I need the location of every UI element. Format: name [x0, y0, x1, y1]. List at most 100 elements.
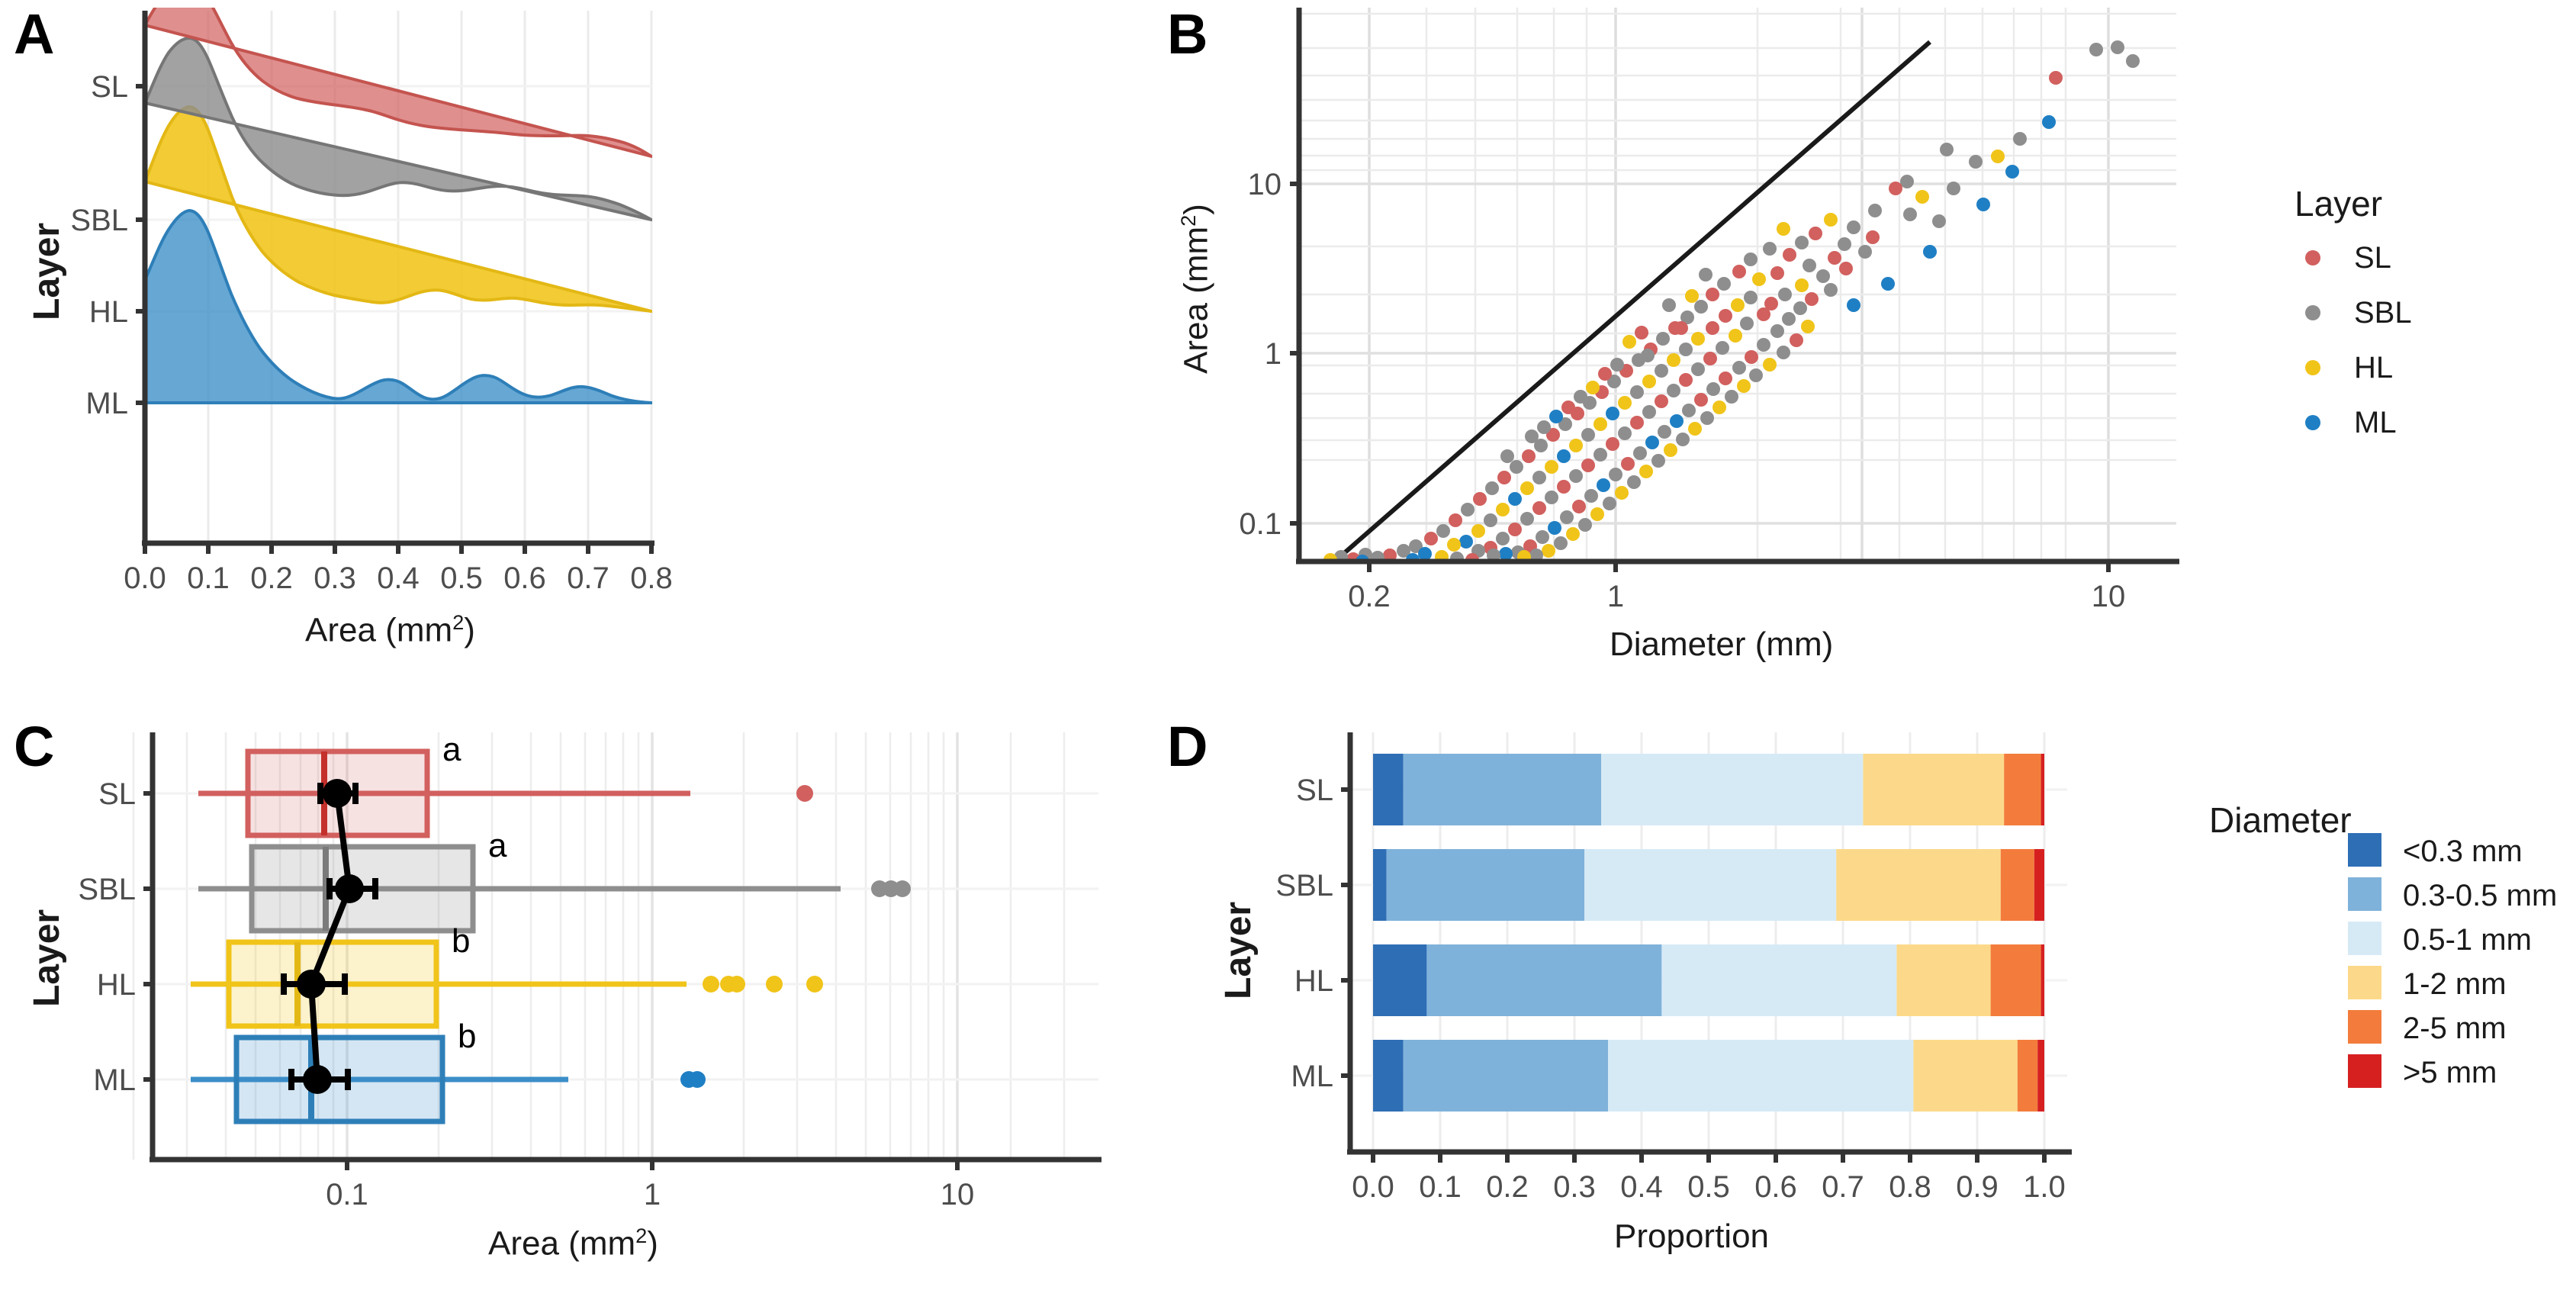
panel-c-x-axis-title-main: Area (mm — [488, 1224, 636, 1263]
panel-d-legend-label-03-05[interactable]: 0.3-0.5 mm — [2403, 879, 2558, 912]
panel-c: C — [0, 671, 1144, 1303]
panel-c-x-axis-title: Area (mm2) — [488, 1224, 658, 1263]
panel-b-legend-dot-hl — [2305, 360, 2320, 375]
panel-a-xtick-3: 0.3 — [314, 561, 356, 595]
panel-d-ytick-sbl: SBL — [1275, 869, 1333, 902]
panel-a-ytick-hl: HL — [88, 295, 128, 329]
panel-a-xtick-4: 0.4 — [377, 561, 420, 595]
panel-a-x-axis-title-tail: ) — [464, 611, 475, 649]
panel-b-legend-label-ml[interactable]: ML — [2354, 406, 2397, 439]
panel-d-bar-sl — [1373, 754, 2044, 825]
panel-d-xtick-7: 0.7 — [1822, 1170, 1864, 1204]
panel-c-xtick-1: 1 — [643, 1178, 661, 1211]
panel-c-xtick-0p1: 0.1 — [326, 1178, 368, 1211]
panel-d-xtick-2: 0.2 — [1486, 1170, 1529, 1204]
panel-a-xtick-0: 0.0 — [124, 561, 166, 595]
panel-d-legend-swatch-lt03 — [2348, 833, 2381, 867]
panel-d-plot — [1341, 732, 2072, 1163]
panel-d-legend-label-1-2[interactable]: 1-2 mm — [2403, 967, 2507, 1001]
panel-d-xtick-5: 0.5 — [1687, 1170, 1730, 1204]
panel-a: A — [0, 0, 1144, 671]
panel-b-x-axis-title: Diameter (mm) — [1610, 626, 1834, 663]
panel-d-legend-label-gt5[interactable]: >5 mm — [2403, 1056, 2497, 1089]
panel-d-ytick-hl: HL — [1294, 964, 1333, 998]
panel-a-plot — [136, 8, 654, 554]
panel-b-letter: B — [1167, 2, 1208, 66]
panel-c-ytick-ml: ML — [93, 1063, 136, 1097]
panel-b-xtick-0p2: 0.2 — [1348, 580, 1391, 613]
panel-a-xtick-7: 0.7 — [567, 561, 609, 595]
panel-c-x-axis-title-tail: ) — [647, 1224, 658, 1263]
panel-b-legend-dot-ml — [2305, 415, 2320, 430]
panel-c-ytick-sbl: SBL — [78, 873, 136, 906]
panel-d-xtick-0: 0.0 — [1352, 1170, 1394, 1204]
panel-a-y-axis-title: Layer — [27, 222, 67, 320]
panel-a-xtick-6: 0.6 — [503, 561, 546, 595]
panel-b-ytick-0p1: 0.1 — [1239, 507, 1282, 541]
panel-a-xtick-1: 0.1 — [187, 561, 230, 595]
panel-d-legend-swatch-gt5 — [2348, 1054, 2381, 1088]
panel-d-legend-title: Diameter — [2209, 800, 2352, 840]
panel-d-legend-label-lt03[interactable]: <0.3 mm — [2403, 835, 2523, 868]
panel-d-legend-swatch-2-5 — [2348, 1010, 2381, 1044]
panel-c-sig-sl: a — [442, 731, 461, 768]
panel-a-ytick-sl: SL — [91, 70, 128, 104]
panel-d-xtick-4: 0.4 — [1620, 1170, 1663, 1204]
panel-d-legend-label-2-5[interactable]: 2-5 mm — [2403, 1012, 2507, 1045]
panel-b-legend-label-sbl[interactable]: SBL — [2354, 296, 2412, 330]
panel-d-ytick-sl: SL — [1296, 774, 1333, 807]
panel-c-plot — [132, 732, 1101, 1170]
panel-d-xtick-10: 1.0 — [2023, 1170, 2066, 1204]
panel-c-xtick-10: 10 — [940, 1178, 975, 1211]
panel-d-xtick-6: 0.6 — [1754, 1170, 1797, 1204]
panel-d-xtick-1: 0.1 — [1419, 1170, 1462, 1204]
panel-d-letter: D — [1167, 715, 1208, 778]
panel-d-x-axis-title: Proportion — [1614, 1218, 1770, 1255]
panel-b-ytick-1: 1 — [1264, 337, 1282, 371]
panel-c-ytick-sl: SL — [98, 777, 136, 811]
panel-b-plot — [1290, 8, 2179, 572]
panel-c-sig-ml: b — [458, 1018, 477, 1055]
panel-d-xtick-3: 0.3 — [1553, 1170, 1596, 1204]
panel-b: B — [1144, 0, 2576, 671]
panel-c-sig-hl: b — [452, 922, 471, 960]
panel-d: D — [1144, 671, 2576, 1303]
panel-b-y-axis-title: Area (mm2) — [1176, 204, 1216, 374]
panel-d-bar-hl — [1373, 944, 2044, 1016]
panel-a-letter: A — [14, 2, 55, 66]
panel-c-x-axis-title-sup: 2 — [635, 1224, 648, 1247]
panel-d-xtick-8: 0.8 — [1889, 1170, 1931, 1204]
panel-d-bar-ml — [1373, 1040, 2044, 1112]
panel-b-legend-dot-sl — [2305, 250, 2320, 265]
panel-b-legend-label-sl[interactable]: SL — [2354, 241, 2391, 275]
panel-b-legend-title: Layer — [2295, 184, 2383, 224]
panel-d-y-axis-title: Layer — [1218, 901, 1259, 999]
panel-d-legend-swatch-03-05 — [2348, 877, 2381, 911]
panel-d-bar-sbl — [1373, 849, 2044, 921]
panel-d-legend-swatch-1-2 — [2348, 966, 2381, 999]
panel-b-legend-label-hl[interactable]: HL — [2354, 351, 2394, 384]
panel-a-x-axis-title-main: Area (mm — [305, 611, 453, 649]
panel-a-ytick-sbl: SBL — [70, 204, 128, 237]
panel-c-ytick-hl: HL — [96, 968, 136, 1002]
panel-b-y-axis-title-tail: ) — [1177, 204, 1215, 215]
panel-b-legend-dot-sbl — [2305, 305, 2320, 320]
panel-a-xtick-2: 0.2 — [250, 561, 293, 595]
panel-a-x-axis-title: Area (mm2) — [305, 610, 475, 650]
panel-b-ytick-10: 10 — [1247, 168, 1282, 201]
panel-c-y-axis-title: Layer — [27, 909, 67, 1007]
panel-a-xtick-8: 0.8 — [630, 561, 673, 595]
panel-b-xtick-1: 1 — [1606, 580, 1625, 613]
panel-d-legend-swatch-05-1 — [2348, 922, 2381, 955]
panel-d-ytick-ml: ML — [1291, 1060, 1333, 1093]
panel-c-letter: C — [14, 715, 55, 778]
panel-a-xtick-5: 0.5 — [440, 561, 483, 595]
panel-d-legend-label-05-1[interactable]: 0.5-1 mm — [2403, 923, 2532, 957]
panel-a-x-axis-title-sup: 2 — [452, 610, 465, 634]
panel-b-y-axis-title-main: Area (mm — [1177, 226, 1215, 374]
panel-c-sig-sbl: a — [488, 827, 507, 864]
panel-d-xtick-9: 0.9 — [1956, 1170, 1999, 1204]
panel-b-xtick-10: 10 — [2091, 580, 2126, 613]
panel-b-y-axis-title-sup: 2 — [1176, 214, 1200, 227]
